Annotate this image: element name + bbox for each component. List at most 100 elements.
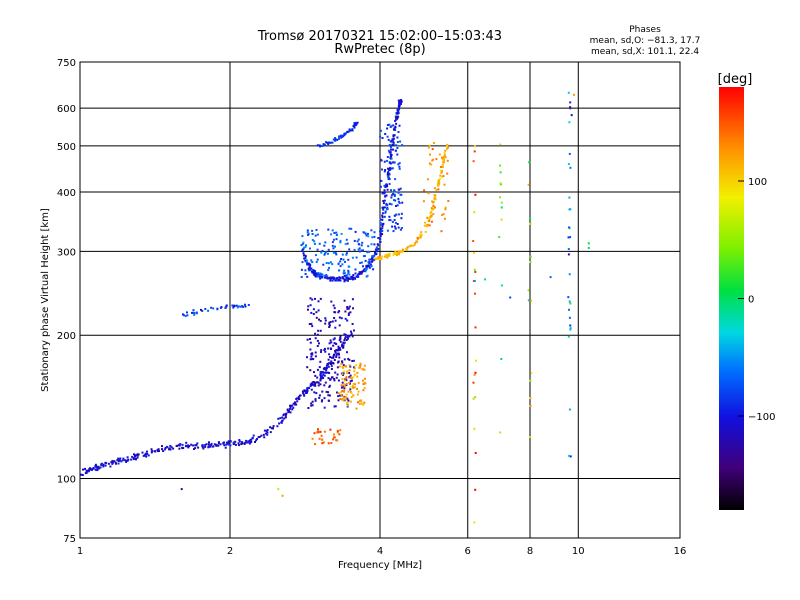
echo-point <box>184 315 187 318</box>
echo-point <box>387 178 390 180</box>
echo-point <box>438 153 441 156</box>
echo-point <box>433 194 436 196</box>
echo-point <box>396 251 398 254</box>
echo-point <box>374 248 377 251</box>
echo-point <box>91 467 94 470</box>
echo-point <box>102 463 105 466</box>
echo-point <box>222 442 225 445</box>
echo-point <box>320 251 323 254</box>
echo-point <box>350 275 353 278</box>
echo-point <box>396 112 399 115</box>
echo-point <box>346 334 349 337</box>
echo-point <box>283 417 286 420</box>
echo-point <box>239 305 242 308</box>
echo-point <box>392 141 395 144</box>
x-tick-label: 6 <box>465 546 471 557</box>
echo-point <box>316 233 319 236</box>
echo-point <box>325 262 328 264</box>
echo-points <box>80 91 590 524</box>
echo-point <box>338 353 340 356</box>
echo-point <box>314 398 317 401</box>
echo-point <box>188 445 191 447</box>
echo-point <box>395 117 398 119</box>
echo-point <box>310 388 313 391</box>
echo-point <box>315 392 318 395</box>
echo-point <box>310 355 313 358</box>
echo-point <box>337 347 340 349</box>
echo-point <box>323 274 326 277</box>
echo-point <box>398 253 401 256</box>
echo-point <box>353 386 356 389</box>
echo-point <box>304 257 307 259</box>
echo-point <box>336 431 339 434</box>
echo-point <box>391 143 394 146</box>
echo-point <box>379 185 382 188</box>
echo-point <box>335 343 338 345</box>
echo-point <box>388 123 391 126</box>
echo-point <box>393 161 396 164</box>
echo-point <box>346 402 349 404</box>
echo-point <box>375 250 378 253</box>
echo-point <box>390 125 393 128</box>
echo-point <box>88 468 91 471</box>
echo-point <box>102 465 105 468</box>
y-tick-label: 200 <box>57 331 76 342</box>
echo-point <box>396 136 399 139</box>
echo-point <box>474 371 477 374</box>
echo-point <box>227 441 230 444</box>
echo-point <box>327 143 330 146</box>
echo-point <box>352 307 354 310</box>
echo-point <box>372 255 375 258</box>
echo-point <box>319 360 322 363</box>
chart-subtitle: RwPretec (8p) <box>334 42 425 57</box>
echo-point <box>118 458 121 461</box>
echo-point <box>305 244 307 247</box>
echo-point <box>322 441 325 444</box>
echo-point <box>351 323 354 325</box>
echo-point <box>122 457 125 460</box>
echo-point <box>238 444 240 447</box>
echo-point <box>186 311 188 314</box>
echo-point <box>397 226 400 229</box>
echo-point <box>360 402 363 405</box>
echo-point <box>349 374 352 377</box>
echo-point <box>428 224 431 227</box>
echo-point <box>344 365 347 368</box>
echo-point <box>311 298 314 301</box>
echo-point <box>317 431 320 434</box>
echo-point <box>360 249 363 252</box>
echo-point <box>401 248 404 251</box>
echo-point <box>350 377 353 380</box>
echo-point <box>399 228 402 231</box>
echo-point <box>338 316 341 319</box>
echo-point <box>313 270 316 273</box>
echo-point <box>422 200 425 203</box>
echo-point <box>314 399 317 402</box>
echo-point <box>388 178 391 181</box>
y-tick-label: 750 <box>57 58 76 69</box>
echo-point <box>371 260 374 263</box>
echo-point <box>210 442 213 445</box>
echo-point <box>185 445 188 448</box>
echo-point <box>232 306 235 309</box>
echo-point <box>416 236 419 239</box>
echo-point <box>323 374 326 377</box>
echo-point <box>342 370 345 373</box>
echo-point <box>499 143 502 146</box>
echo-point <box>396 253 399 256</box>
echo-point <box>431 148 434 151</box>
echo-point <box>392 252 395 255</box>
echo-point <box>289 404 291 407</box>
echo-point <box>330 356 333 359</box>
echo-point <box>231 304 234 307</box>
echo-point <box>120 460 123 463</box>
echo-point <box>338 339 341 342</box>
echo-point <box>428 162 431 165</box>
echo-point <box>341 361 344 364</box>
echo-point <box>346 405 349 408</box>
echo-point <box>347 279 349 282</box>
echo-point <box>430 211 433 214</box>
echo-point <box>321 390 324 393</box>
echo-point <box>347 270 350 273</box>
echo-point <box>381 230 384 233</box>
